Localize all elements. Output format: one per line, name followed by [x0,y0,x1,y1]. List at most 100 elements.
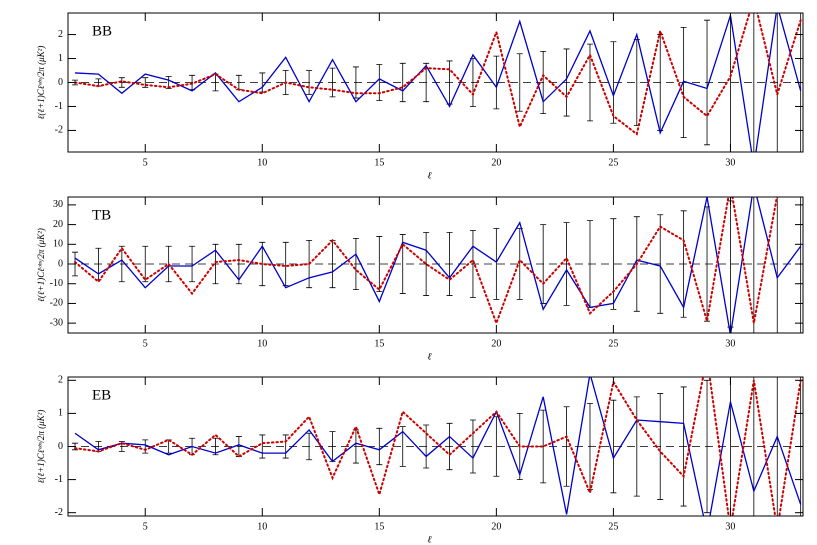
y-tick-label: 30 [53,199,63,210]
error-bar [235,243,242,285]
x-tick-label: 10 [257,157,267,168]
error-bar [563,48,570,117]
error-bar [704,379,711,514]
error-bar [563,406,570,487]
error-bar [423,232,430,296]
y-tick-label: 20 [53,219,63,230]
error-bar [657,214,664,314]
y-tick-label: 0 [58,77,63,88]
y-tick-label: 1 [58,53,63,64]
error-bar [633,396,640,497]
x-tick-label: 15 [374,157,384,168]
y-tick-label: 0 [58,258,63,269]
x-tick-label: 30 [725,157,735,168]
error-bar [776,377,778,516]
error-bar [516,53,523,112]
error-bar [704,19,711,146]
error-bar [680,210,687,318]
y-tick-label: 2 [58,375,63,386]
error-bar [730,13,731,152]
error-bar [446,232,453,296]
plot-area [68,197,803,333]
error-bar [423,424,430,469]
panel-title: TB [92,207,111,223]
series-line [74,197,802,333]
error-bar [376,427,383,466]
panel-title: EB [92,387,111,403]
error-bar [259,434,266,459]
error-bar [376,64,383,101]
error-bar [469,419,476,474]
x-tick-label: 15 [374,521,384,532]
x-axis-label: ℓ [427,534,431,545]
y-axis-label: ℓ(ℓ+1)Cℓᵒᵇˢ/2π (μK²) [36,46,46,120]
error-bar [563,222,570,306]
y-tick-label: -1 [55,474,63,485]
x-tick-label: 30 [725,521,735,532]
x-tick-label: 20 [491,521,501,532]
error-bar [142,439,149,454]
panel: 5 10 15 20 25 30 -2 -1 0 1 2 ℓ ℓ(ℓ+1)Cℓᵒᵇˢ/2π (μK²) B… [36,12,804,181]
x-axis-label: ℓ [427,351,431,362]
y-tick-label: -30 [50,317,63,328]
y-tick-label: 10 [53,239,63,250]
error-bar [306,70,313,95]
error-bar [142,77,149,88]
x-axis-label: ℓ [427,170,431,181]
series-line [74,13,802,136]
x-tick-label: 10 [257,338,267,349]
x-tick-label: 20 [491,157,501,168]
y-tick-label: 2 [58,29,63,40]
y-tick-label: 0 [58,441,63,452]
error-bar [776,197,778,333]
panel: 5 10 15 20 25 30 -30 -20 -10 0 10 20 30 ℓ ℓ(ℓ+1)Cℓᵒᵇˢ/… [36,196,804,362]
x-tick-label: 5 [143,157,148,168]
error-bar [610,218,617,310]
error-bar [750,197,757,333]
error-bar [446,422,453,471]
y-tick-label: -10 [50,278,63,289]
error-bar [329,67,336,98]
error-bar [376,236,383,293]
x-tick-label: 15 [374,338,384,349]
error-bar [680,386,687,507]
y-tick-label: -20 [50,298,63,309]
error-bar [189,245,196,283]
error-bar [399,426,406,467]
error-bar [610,41,617,124]
error-bar [399,62,406,103]
series-line [74,197,778,327]
x-tick-label: 5 [143,338,148,349]
y-tick-label: -2 [55,507,63,518]
x-tick-label: 20 [491,338,501,349]
error-bar [282,434,289,459]
error-bar [282,241,289,287]
error-bar [493,228,500,300]
error-bar [753,13,755,152]
x-tick-label: 30 [725,338,735,349]
x-tick-label: 5 [143,521,148,532]
error-bar [753,377,755,516]
x-tick-label: 10 [257,521,267,532]
error-bar [540,50,547,115]
error-bar [142,245,149,283]
panel: 5 10 15 20 25 30 -2 -1 0 1 2 ℓ ℓ(ℓ+1)Cℓᵒᵇˢ/2π (μK²) E… [36,375,804,545]
y-axis-label: ℓ(ℓ+1)Cℓᵒᵇˢ/2π (μK²) [36,410,46,484]
x-tick-label: 25 [608,338,618,349]
error-bar [118,245,125,283]
plot-frame [67,196,804,334]
plot-area [68,13,803,152]
y-tick-label: -2 [55,125,63,136]
error-bar [469,230,476,298]
x-tick-label: 25 [608,521,618,532]
error-bar [610,399,617,494]
error-bar [730,377,731,516]
panel-title: BB [92,23,112,39]
error-bar [493,55,500,110]
error-bar [776,13,778,152]
y-axis-label: ℓ(ℓ+1)Cℓᵒᵇˢ/2π (μK²) [36,228,46,302]
error-bar [118,77,125,88]
error-bar [212,437,219,456]
series-line [74,13,802,152]
